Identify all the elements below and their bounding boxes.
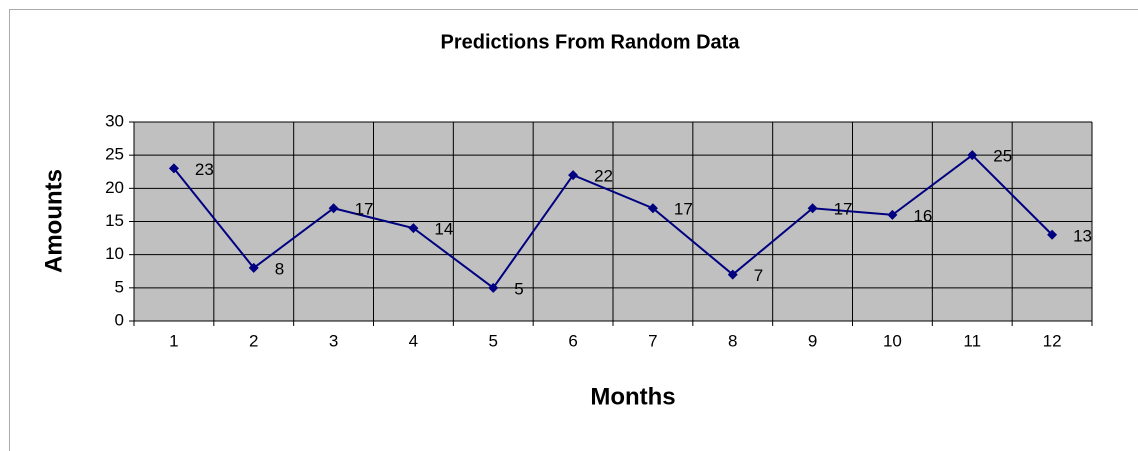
data-label: 23 bbox=[195, 160, 214, 179]
marker bbox=[647, 203, 658, 214]
marker bbox=[887, 209, 898, 220]
x-tick-label: 2 bbox=[249, 331, 258, 350]
data-label: 16 bbox=[913, 206, 932, 225]
y-tick-label: 0 bbox=[115, 310, 124, 329]
marker bbox=[488, 282, 499, 293]
x-tick-label: 1 bbox=[169, 331, 178, 350]
marker bbox=[1047, 229, 1058, 240]
marker bbox=[807, 203, 818, 214]
x-tick-label: 11 bbox=[963, 331, 981, 350]
marker bbox=[967, 150, 978, 161]
x-tick-label: 10 bbox=[883, 331, 902, 350]
series-line bbox=[173, 153, 1053, 290]
y-tick-label: 10 bbox=[105, 244, 124, 263]
x-tick-label: 4 bbox=[409, 331, 418, 350]
y-tick-label: 15 bbox=[105, 211, 124, 230]
x-tick-label: 3 bbox=[329, 331, 338, 350]
data-label: 22 bbox=[594, 167, 613, 186]
y-tick-label: 25 bbox=[105, 145, 124, 164]
data-label: 17 bbox=[355, 200, 374, 219]
data-label: 17 bbox=[674, 200, 693, 219]
x-tick-label: 7 bbox=[648, 331, 657, 350]
marker bbox=[328, 203, 339, 214]
marker bbox=[168, 163, 179, 174]
x-tick-label: 5 bbox=[489, 331, 498, 350]
y-tick-label: 20 bbox=[105, 178, 124, 197]
data-label: 25 bbox=[993, 147, 1012, 166]
y-tick-label: 30 bbox=[105, 111, 124, 130]
y-axis-title: Amounts bbox=[40, 169, 67, 273]
data-label: 13 bbox=[1073, 226, 1092, 245]
marker bbox=[248, 262, 259, 273]
marker bbox=[408, 223, 419, 234]
data-label: 17 bbox=[834, 200, 853, 219]
chart-title: Predictions From Random Data bbox=[441, 31, 741, 53]
data-label: 7 bbox=[754, 266, 763, 285]
data-label: 5 bbox=[514, 279, 523, 298]
marker bbox=[727, 269, 738, 280]
x-tick-label: 9 bbox=[808, 331, 817, 350]
x-tick-label: 6 bbox=[568, 331, 577, 350]
x-tick-label: 8 bbox=[728, 331, 737, 350]
x-axis-title: Months bbox=[590, 383, 675, 410]
data-label: 14 bbox=[434, 220, 453, 239]
marker bbox=[568, 170, 579, 181]
data-label: 8 bbox=[275, 259, 284, 278]
x-tick-label: 12 bbox=[1043, 331, 1062, 350]
y-tick-label: 5 bbox=[115, 277, 124, 296]
